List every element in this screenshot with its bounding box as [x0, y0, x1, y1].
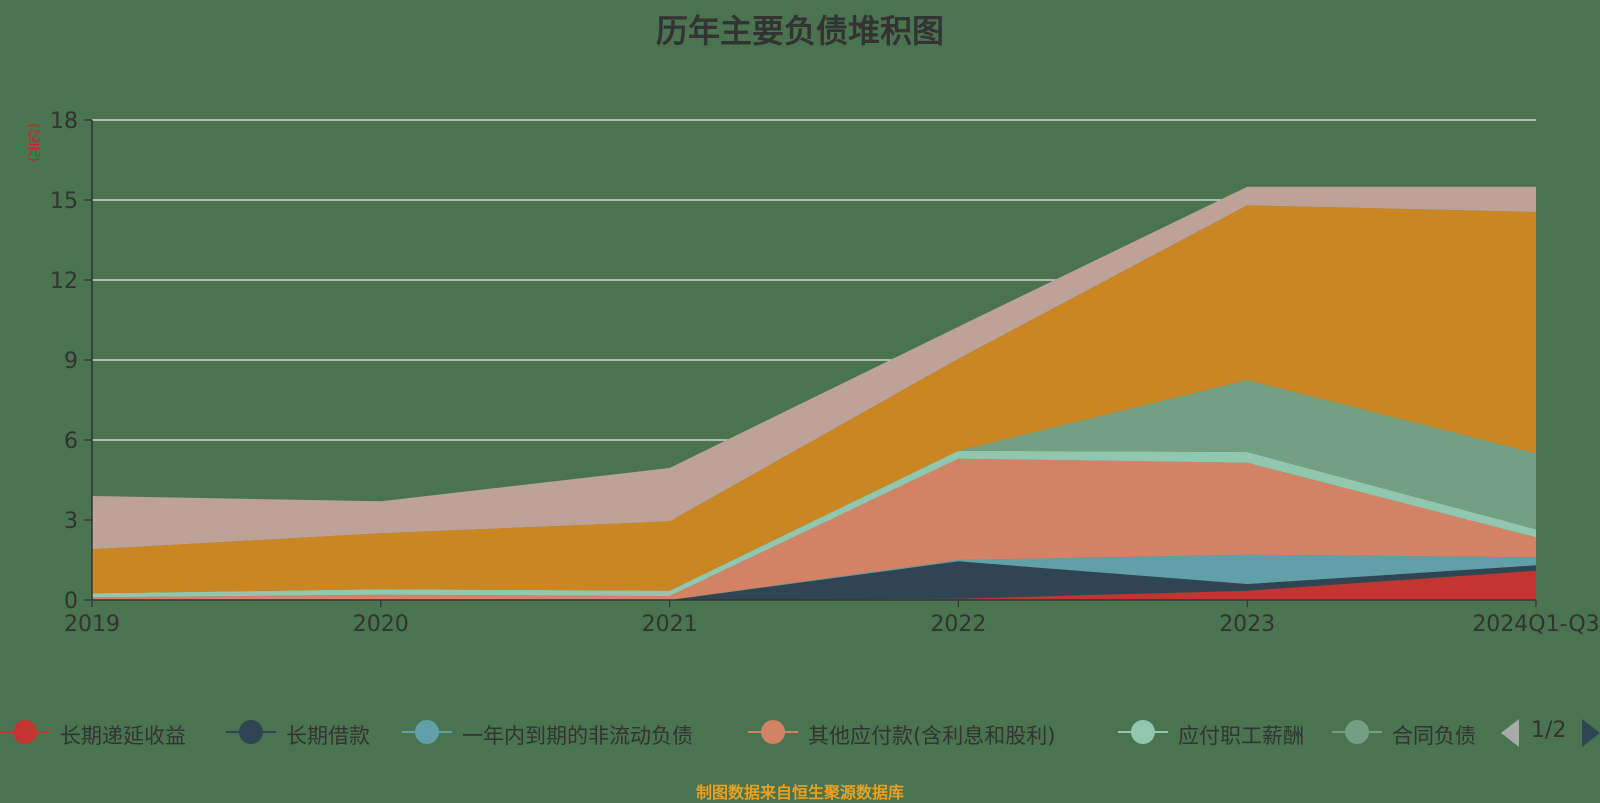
legend: 长期递延收益 长期借款 一年内到期的非流动负债 其他应付款(含利息和股利) 应付职工薪酬… [0, 714, 1600, 750]
legend-marker-icon [239, 720, 263, 744]
legend-label: 其他应付款(含利息和股利) [808, 724, 1056, 748]
legend-label: 一年内到期的非流动负债 [462, 724, 693, 748]
area-series-6 [92, 380, 1536, 594]
area-series-7 [92, 205, 1536, 594]
axes: 0 3 6 9 12 15 18 2019 2020 2021 2022 2023 2024Q1-Q3 [50, 109, 1600, 637]
legend-marker-icon [13, 720, 37, 744]
y-tick-label: 9 [64, 349, 78, 374]
y-tick-label: 6 [64, 429, 78, 454]
legend-label: 长期递延收益 [60, 724, 186, 748]
y-tick-label: 18 [50, 109, 78, 134]
legend-marker-icon [1345, 720, 1369, 744]
area-series-4 [92, 458, 1536, 600]
x-tick-label: 2021 [642, 612, 698, 637]
legend-prev-page-icon[interactable] [1501, 719, 1519, 747]
x-tick-label: 2024Q1-Q3 [1472, 612, 1599, 637]
y-tick-label: 3 [64, 509, 78, 534]
legend-label: 合同负债 [1392, 724, 1476, 748]
x-tick-label: 2019 [64, 612, 120, 637]
legend-label: 长期借款 [286, 724, 370, 748]
area-series-3 [92, 554, 1536, 600]
y-tick-label: 0 [64, 589, 78, 614]
area-series-5 [92, 450, 1536, 598]
legend-marker-icon [415, 720, 439, 744]
chart-title: 历年主要负债堆积图 [655, 12, 944, 50]
legend-label: 应付职工薪酬 [1178, 724, 1304, 748]
area-series [92, 186, 1536, 600]
y-tick-label: 12 [50, 269, 78, 294]
x-tick-label: 2023 [1219, 612, 1275, 637]
legend-next-page-icon[interactable] [1582, 719, 1600, 747]
area-series-1 [92, 570, 1536, 600]
y-tick-label: 15 [50, 189, 78, 214]
area-series-8 [92, 186, 1536, 550]
y-axis-unit: (亿元) [25, 123, 41, 162]
area-series-2 [92, 561, 1536, 600]
data-source-footer: 制图数据来自恒生聚源数据库 [695, 783, 904, 802]
legend-page-indicator: 1/2 [1531, 718, 1567, 743]
legend-marker-icon [761, 720, 785, 744]
legend-marker-icon [1131, 720, 1155, 744]
x-tick-label: 2020 [353, 612, 409, 637]
x-tick-label: 2022 [930, 612, 986, 637]
